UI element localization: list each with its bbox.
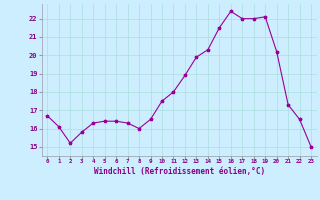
X-axis label: Windchill (Refroidissement éolien,°C): Windchill (Refroidissement éolien,°C) xyxy=(94,167,265,176)
